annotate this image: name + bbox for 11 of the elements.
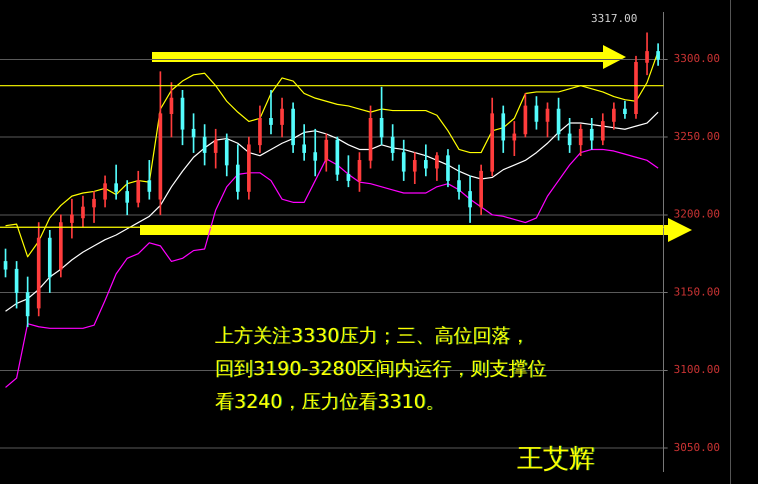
y-tick-label: 3150.00 [674, 285, 720, 298]
y-tick-label: 3200.00 [674, 208, 720, 221]
y-tick-label: 3250.00 [674, 130, 720, 143]
y-tick-label: 3100.00 [674, 363, 720, 376]
y-tick-label: 3300.00 [674, 52, 720, 66]
y-tick-label: 3050.00 [674, 440, 720, 454]
annotation: 3317.00 [591, 12, 638, 26]
annotation: 回到3190-3280区间内运行，则支撑位 [215, 357, 547, 381]
annotation: 上方关注3330压力；三、高位回落， [215, 324, 530, 348]
annotation: 王艾辉 [517, 444, 595, 474]
annotation: 看3240，压力位看3310。 [215, 390, 445, 414]
